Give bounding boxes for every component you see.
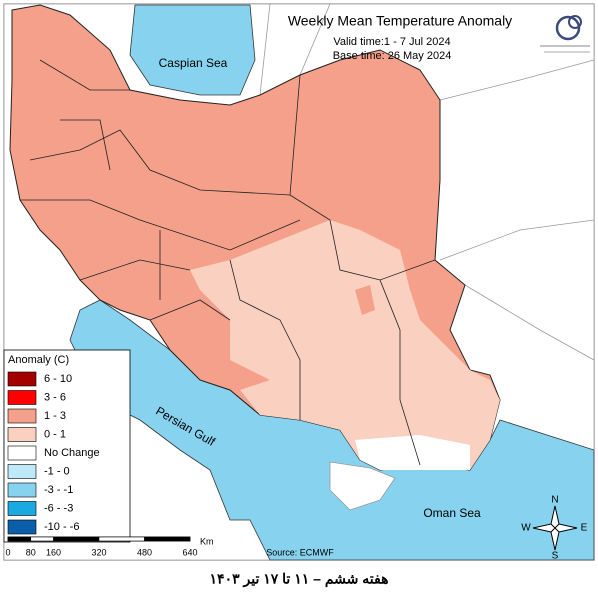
compass: N E S W	[521, 495, 587, 562]
legend-label: 0 - 1	[44, 428, 66, 440]
scale-bar-segment	[30, 536, 54, 542]
scale-bar-segment	[98, 536, 145, 542]
legend-swatch	[7, 501, 37, 516]
legend-label: 6 - 10	[44, 373, 72, 385]
scale-unit: Km	[200, 536, 214, 546]
sea-label: Caspian Sea	[159, 56, 228, 70]
compass-letter: E	[581, 523, 588, 534]
musandam-land	[329, 461, 396, 511]
caption: هفته ششم – ۱۱ تا ۱۷ تیر ۱۴۰۳	[210, 571, 389, 588]
legend: Anomaly (C) 6 - 10 3 - 6 1 - 3 0 - 1 No Chan…	[3, 349, 131, 543]
legend-swatch	[7, 390, 37, 405]
scale-bar-segment	[53, 536, 100, 542]
map-layer	[3, 3, 595, 561]
scale-bar-segment	[144, 536, 191, 542]
sea-label: Oman Sea	[423, 506, 481, 520]
legend-label: -1 - 0	[44, 465, 70, 477]
compass-letter: S	[552, 551, 559, 562]
legend-title: Anomaly (C)	[8, 354, 69, 366]
neighbor-borders	[259, 3, 595, 361]
caspian-sea	[129, 4, 256, 96]
legend-swatch	[7, 427, 37, 442]
legend-swatch	[7, 445, 37, 461]
compass-letter: W	[521, 523, 531, 534]
anomaly-0-1-zone	[190, 220, 500, 470]
base-time: Base time: 26 May 2024	[333, 50, 452, 62]
valid-time: Valid time:1 - 7 Jul 2024	[333, 36, 450, 48]
anomaly-1-3-patch	[355, 285, 375, 315]
scale-tick-label: 160	[46, 547, 61, 557]
legend-label: No Change	[44, 447, 100, 459]
source: Source: ECMWF	[266, 547, 334, 557]
legend-label: -10 - -6	[44, 521, 79, 533]
legend-label: -6 - -3	[44, 502, 73, 514]
legend-swatch	[7, 482, 37, 498]
no-change-zone	[355, 435, 470, 470]
legend-label: 3 - 6	[44, 391, 66, 403]
legend-swatch	[7, 519, 37, 535]
scale-tick-label: 640	[182, 547, 197, 557]
legend-swatch	[7, 464, 37, 479]
legend-label: -3 - -1	[44, 484, 73, 496]
province-borders	[20, 59, 436, 466]
scale-bar: Km 0 80 160 320 480 640	[5, 536, 213, 557]
logo	[540, 15, 590, 53]
legend-swatch	[7, 371, 37, 387]
scale-tick-label: 320	[91, 547, 106, 557]
compass-letter: N	[551, 495, 558, 506]
scale-bar-segment	[7, 536, 32, 542]
map-title: Weekly Mean Temperature Anomaly	[288, 13, 512, 29]
legend-label: 1 - 3	[44, 410, 66, 422]
legend-swatch	[7, 408, 37, 424]
scale-tick-label: 480	[137, 547, 152, 557]
scale-tick-label: 0	[5, 547, 10, 557]
scale-tick-label: 80	[26, 547, 36, 557]
